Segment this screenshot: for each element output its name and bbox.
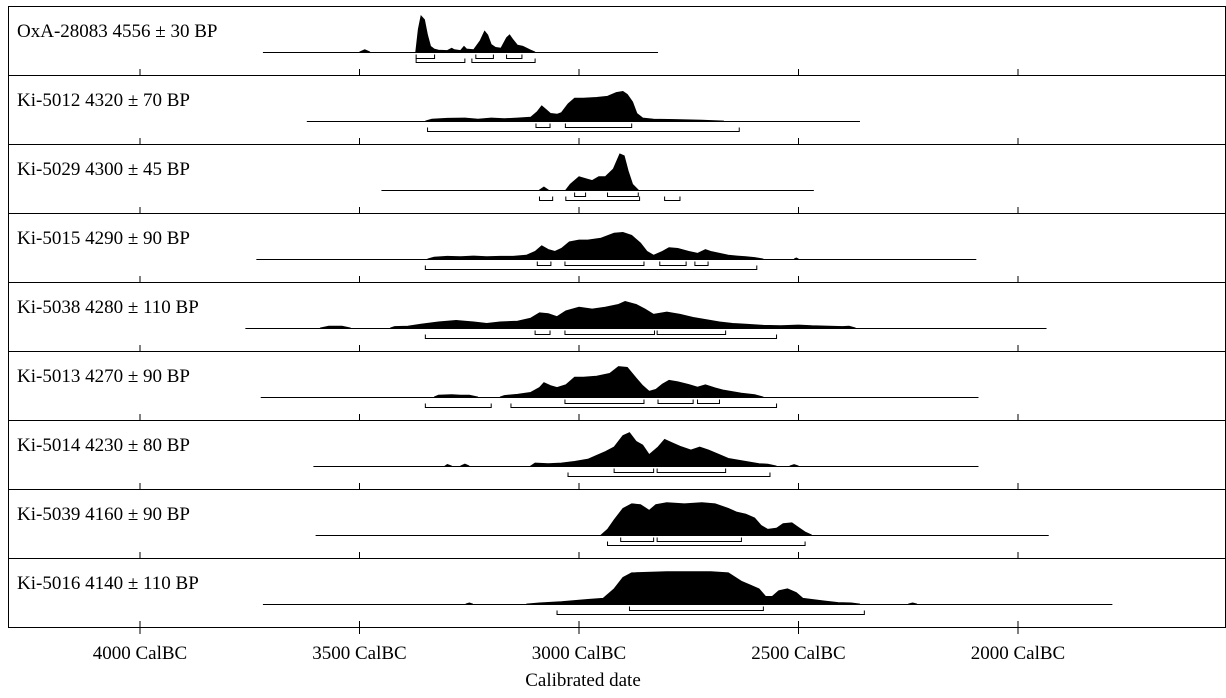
range-bracket-68	[697, 399, 720, 404]
range-bracket-68	[536, 261, 552, 266]
sample-row: Ki-5029 4300 ± 45 BP	[8, 144, 1226, 213]
range-bracket-68	[415, 54, 436, 59]
probability-distribution	[564, 153, 640, 191]
sample-row: Ki-5015 4290 ± 90 BP	[8, 213, 1226, 282]
probability-distribution	[599, 502, 812, 536]
range-bracket-95	[415, 58, 466, 63]
sample-row: Ki-5014 4230 ± 80 BP	[8, 420, 1226, 489]
range-bracket-95	[664, 196, 681, 201]
range-bracket-95	[510, 403, 778, 408]
probability-distribution	[793, 257, 799, 260]
sample-rows: OxA-28083 4556 ± 30 BP Ki-5012 4320 ± 70 …	[8, 6, 1226, 628]
sample-label: Ki-5015 4290 ± 90 BP	[17, 228, 190, 249]
probability-distribution	[443, 464, 452, 467]
sample-row: Ki-5039 4160 ± 90 BP	[8, 489, 1226, 558]
sample-label: Ki-5029 4300 ± 45 BP	[17, 159, 190, 180]
range-bracket-95	[567, 472, 771, 477]
probability-distribution	[319, 325, 351, 329]
range-bracket-68	[564, 330, 656, 335]
range-bracket-68	[475, 54, 494, 59]
sample-label: Ki-5013 4270 ± 90 BP	[17, 366, 190, 387]
range-bracket-68	[656, 330, 727, 335]
x-tick-label: 4000 CalBC	[93, 643, 187, 664]
range-bracket-68	[656, 537, 742, 542]
range-bracket-68	[613, 468, 655, 473]
probability-distribution	[433, 394, 479, 398]
x-tick-label: 3000 CalBC	[532, 643, 626, 664]
range-bracket-95	[424, 403, 492, 408]
range-bracket-95	[427, 127, 740, 132]
range-bracket-68	[620, 537, 655, 542]
x-tick-label: 2500 CalBC	[751, 643, 845, 664]
sample-label: Ki-5039 4160 ± 90 BP	[17, 504, 190, 525]
sample-row: Ki-5016 4140 ± 110 BP	[8, 558, 1226, 627]
range-bracket-95	[565, 196, 641, 201]
probability-distribution	[359, 49, 371, 53]
range-bracket-95	[424, 334, 778, 339]
range-bracket-68	[564, 399, 645, 404]
sample-row: Ki-5012 4320 ± 70 BP	[8, 75, 1226, 144]
probability-distribution	[415, 15, 536, 53]
range-bracket-68	[656, 468, 727, 473]
x-axis-title: Calibrated date	[525, 670, 641, 691]
sample-label: Ki-5038 4280 ± 110 BP	[17, 297, 199, 318]
range-bracket-68	[535, 123, 551, 128]
probability-distribution	[499, 366, 764, 398]
probability-distribution	[526, 571, 861, 605]
x-axis: 4000 CalBC 3500 CalBC 3000 CalBC 2500 CalBC…	[93, 627, 1065, 664]
sample-row: Ki-5038 4280 ± 110 BP	[8, 282, 1226, 351]
probability-distribution	[789, 464, 799, 467]
range-bracket-68	[607, 192, 639, 197]
range-bracket-68	[564, 261, 645, 266]
probability-distribution	[529, 432, 777, 467]
x-tick-label: 2000 CalBC	[971, 643, 1065, 664]
range-bracket-95	[471, 58, 536, 63]
sample-row: Ki-5013 4270 ± 90 BP	[8, 351, 1226, 420]
range-bracket-68	[657, 399, 694, 404]
range-bracket-68	[564, 123, 633, 128]
sample-label: OxA-28083 4556 ± 30 BP	[17, 21, 217, 42]
sample-label: Ki-5016 4140 ± 110 BP	[17, 573, 199, 594]
range-bracket-68	[534, 330, 551, 335]
range-bracket-95	[607, 541, 806, 546]
range-bracket-68	[694, 261, 709, 266]
range-bracket-95	[556, 610, 865, 615]
range-bracket-95	[424, 265, 758, 270]
probability-distribution	[427, 231, 764, 260]
range-bracket-68	[506, 54, 523, 59]
probability-distribution	[908, 602, 918, 605]
x-tick-label: 3500 CalBC	[312, 643, 406, 664]
probability-distribution	[390, 300, 856, 329]
probability-distribution	[465, 602, 473, 605]
sample-label: Ki-5012 4320 ± 70 BP	[17, 90, 190, 111]
probability-distribution	[538, 186, 550, 191]
range-bracket-68	[628, 606, 764, 611]
sample-label: Ki-5014 4230 ± 80 BP	[17, 435, 190, 456]
probability-distribution	[460, 463, 470, 467]
probability-distribution	[425, 90, 724, 122]
range-bracket-68	[574, 192, 587, 197]
sample-row: OxA-28083 4556 ± 30 BP	[17, 15, 1019, 75]
range-bracket-95	[538, 196, 554, 201]
range-bracket-68	[659, 261, 687, 266]
